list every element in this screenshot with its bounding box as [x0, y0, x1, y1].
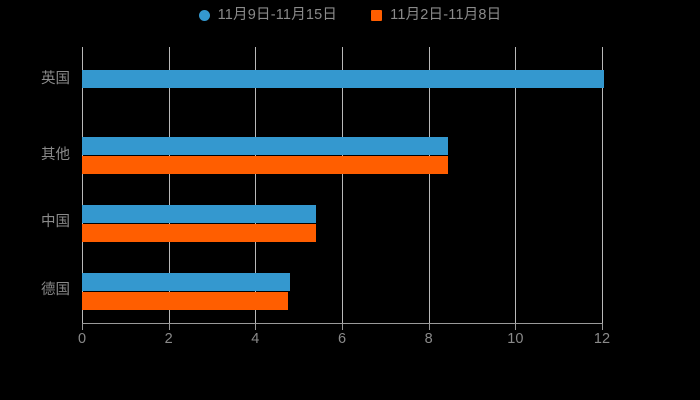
legend-item-series-1[interactable]: 11月9日-11月15日	[198, 6, 338, 23]
legend-item-series-2[interactable]: 11月2日-11月8日	[371, 8, 501, 23]
x-tick-6	[342, 324, 343, 330]
bar-groups	[82, 47, 605, 323]
plot-area	[82, 47, 605, 323]
legend-marker-square-icon	[371, 9, 383, 21]
x-axis-label-0: 0	[77, 331, 87, 347]
x-tick-12	[602, 324, 603, 330]
x-tick-0	[82, 324, 83, 330]
x-axis-label-8: 8	[424, 331, 433, 347]
x-axis-label-2: 2	[164, 331, 173, 347]
bar-group-2	[82, 205, 602, 243]
bar-series-2-category-1[interactable]	[82, 156, 449, 174]
x-axis-label-12: 12	[593, 331, 611, 347]
y-axis-label-1: 其他	[41, 146, 70, 163]
gridline-12	[602, 47, 603, 323]
x-tick-2	[168, 324, 170, 330]
y-axis-labels: 英国 其他 中国 德国	[0, 0, 74, 400]
x-tick-8	[428, 324, 430, 330]
bar-series-1-category-2[interactable]	[82, 205, 316, 223]
x-tick-10	[515, 324, 517, 330]
bar-series-2-category-2[interactable]	[82, 224, 316, 242]
legend-label-series-2: 11月2日-11月8日	[390, 6, 502, 23]
x-tick-4	[255, 324, 257, 330]
bar-group-1	[82, 137, 602, 175]
bar-series-1-category-1[interactable]	[82, 137, 449, 155]
bar-group-3	[82, 273, 602, 311]
x-axis-line	[82, 323, 603, 324]
legend-label-series-1: 11月9日-11月15日	[217, 6, 338, 23]
chart-legend: 11月9日-11月15日 11月2日-11月8日	[0, 0, 700, 30]
y-axis-label-2: 中国	[41, 213, 70, 230]
bar-series-1-category-3[interactable]	[82, 273, 290, 291]
x-axis-label-10: 10	[507, 331, 524, 347]
bar-group-0	[82, 70, 605, 108]
y-axis-label-0: 英国	[41, 70, 70, 87]
bar-series-2-category-3[interactable]	[82, 292, 288, 310]
bar-series-1-category-0[interactable]	[82, 70, 605, 88]
legend-marker-circle-icon	[198, 9, 210, 21]
x-axis-label-6: 6	[337, 331, 347, 347]
x-axis-label-4: 4	[251, 331, 260, 347]
y-axis-label-3: 德国	[41, 281, 70, 298]
